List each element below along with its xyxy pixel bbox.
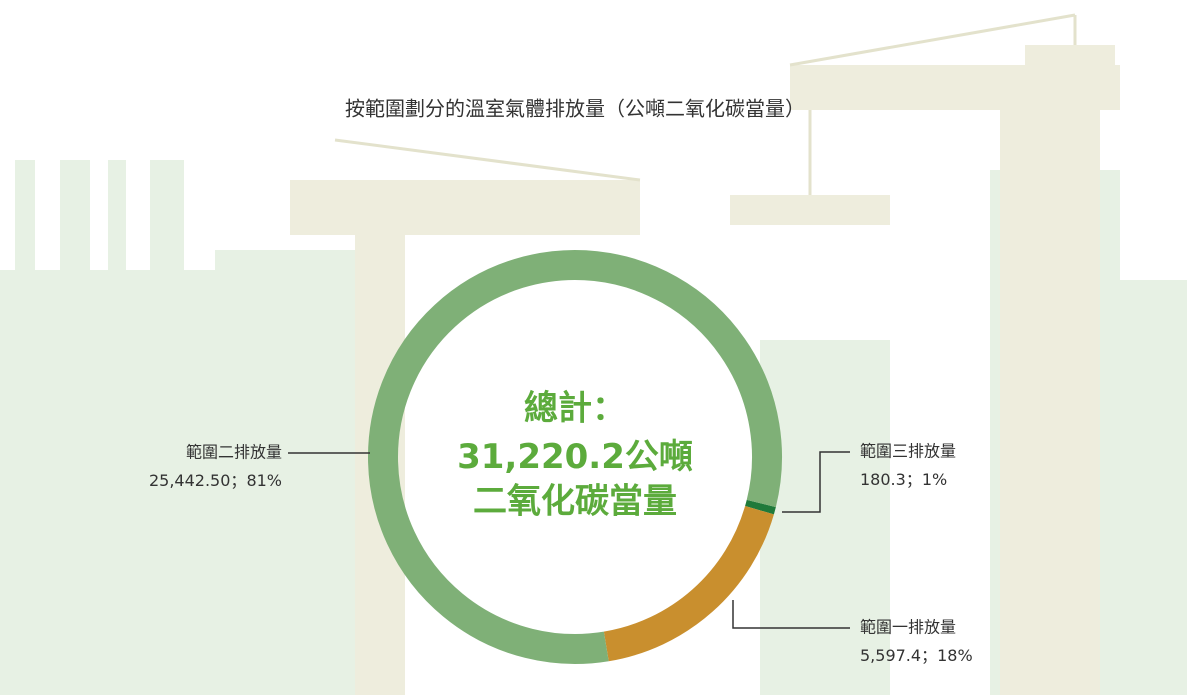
center-total: 31,220.2公噸 [457,437,693,477]
separator: ； [230,471,246,490]
separator: ； [906,470,922,489]
chart-title: 按範圍劃分的溫室氣體排放量（公噸二氧化碳當量） [345,97,805,121]
percent-text: 81% [246,471,282,490]
value-text: 25,442.50 [149,471,230,490]
total-value: 31,220.2 [457,437,625,477]
value-label: 25,442.50；81% [149,471,282,490]
background [0,13,1187,695]
center-unit: 二氧化碳當量 [473,482,677,522]
donut-segment [745,499,776,515]
value-text: 5,597.4 [860,646,921,665]
percent-text: 18% [937,646,973,665]
value-text: 180.3 [860,470,906,489]
category-label: 範圍二排放量 [186,443,282,462]
leader-line [782,451,850,513]
leader-line [732,600,850,629]
percent-text: 1% [922,470,947,489]
value-label: 180.3；1% [860,470,947,489]
center-heading: 總計： [524,389,626,429]
category-label: 範圍三排放量 [860,442,956,461]
separator: ； [921,646,937,665]
donut-segment [368,250,782,664]
total-unit: 公噸 [625,437,693,477]
donut-segment [603,505,774,662]
value-label: 5,597.4；18% [860,646,973,665]
category-label: 範圍一排放量 [860,618,956,637]
